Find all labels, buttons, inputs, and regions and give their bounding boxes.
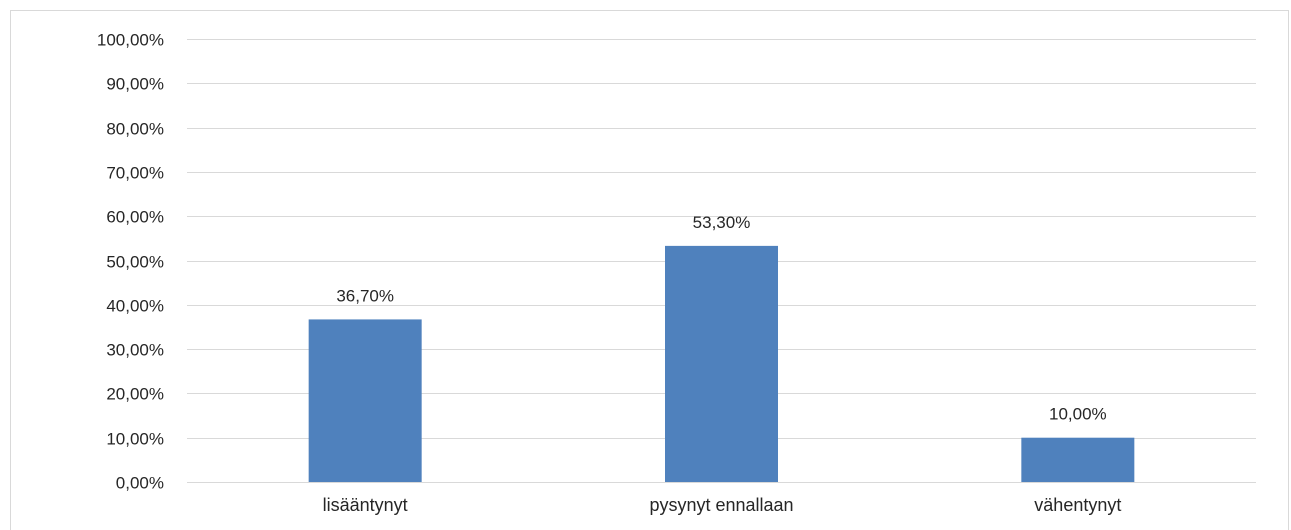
- x-category-label: lisääntynyt: [323, 495, 408, 515]
- bar: [665, 245, 778, 482]
- x-axis-category-labels: lisääntynyt pysynyt ennallaan vähentynyt: [323, 495, 1122, 515]
- y-tick-label: 90,00%: [106, 75, 164, 94]
- y-tick-label: 60,00%: [106, 208, 164, 227]
- y-tick-label: 40,00%: [106, 297, 164, 316]
- y-tick-label: 50,00%: [106, 253, 164, 272]
- y-tick-label: 30,00%: [106, 341, 164, 360]
- bar: [1021, 437, 1135, 482]
- y-tick-label: 20,00%: [106, 385, 164, 404]
- data-label: 10,00%: [1049, 405, 1107, 424]
- bar: [308, 319, 422, 482]
- x-category-label: pysynyt ennallaan: [649, 495, 793, 515]
- y-tick-label: 70,00%: [106, 164, 164, 183]
- y-tick-label: 10,00%: [106, 430, 164, 449]
- y-axis-tick-labels: 0,00% 10,00% 20,00% 30,00% 40,00% 50,00% 60,00…: [97, 31, 164, 493]
- y-tick-label: 0,00%: [116, 474, 164, 493]
- data-label: 53,30%: [693, 213, 751, 232]
- data-label: 36,70%: [336, 286, 394, 305]
- bars: [308, 245, 1135, 482]
- y-tick-label: 100,00%: [97, 31, 164, 50]
- x-category-label: vähentynyt: [1034, 495, 1121, 515]
- y-tick-label: 80,00%: [106, 120, 164, 139]
- data-labels: 36,70% 53,30% 10,00%: [336, 213, 1106, 424]
